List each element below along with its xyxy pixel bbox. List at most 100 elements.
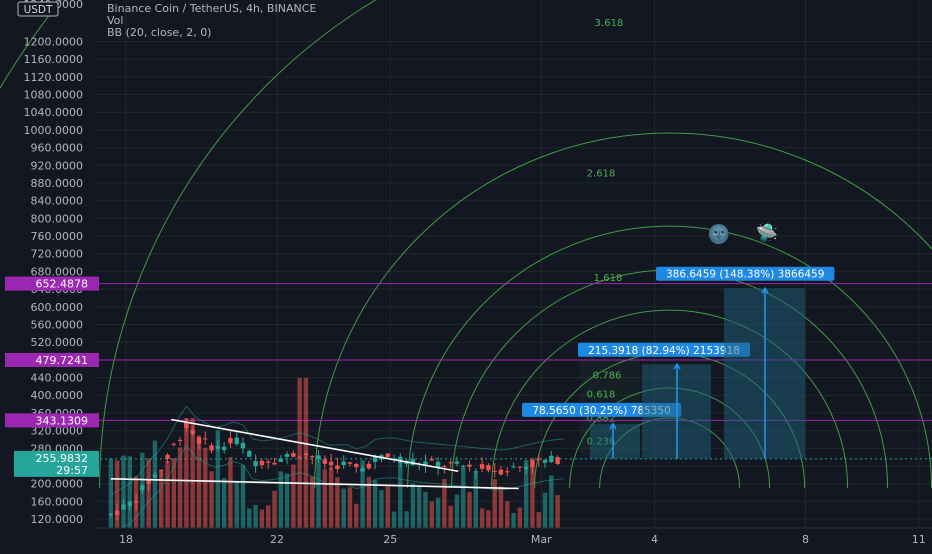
candle-body[interactable] (429, 459, 434, 461)
y-tick-label: 440.0000 (31, 372, 84, 385)
candle-body[interactable] (467, 464, 472, 467)
volume-bar (284, 473, 290, 528)
time-axis-panel[interactable] (95, 528, 932, 550)
volume-bar (303, 378, 309, 528)
bar-countdown: 29:57 (56, 464, 88, 477)
candle-body[interactable] (410, 459, 416, 466)
candle-body[interactable] (549, 455, 554, 463)
candle-body[interactable] (234, 437, 239, 445)
volume-bar (498, 486, 504, 528)
candle-body[interactable] (278, 458, 283, 463)
candle-body[interactable] (240, 442, 246, 449)
candle-body[interactable] (177, 439, 183, 441)
x-tick-label: 22 (270, 533, 284, 546)
candle-body[interactable] (448, 462, 453, 464)
x-tick-label: 8 (802, 533, 809, 546)
candle-body[interactable] (272, 462, 277, 465)
currency-badge[interactable] (17, 1, 59, 17)
candle-body[interactable] (322, 459, 328, 464)
fib-level-label: 0.786 (593, 370, 622, 381)
candle-body[interactable] (461, 465, 466, 467)
level-price-value: 343.1309 (36, 414, 89, 427)
candle-body[interactable] (536, 458, 541, 460)
candle-body[interactable] (492, 470, 497, 472)
candle-body[interactable] (247, 450, 252, 457)
volume-indicator-label[interactable]: Vol (107, 14, 124, 27)
candle-body[interactable] (209, 445, 214, 451)
current-price-value: 255.9832 (36, 452, 89, 465)
volume-bar (429, 501, 434, 528)
candle-body[interactable] (505, 471, 510, 473)
volume-bar (221, 478, 227, 528)
y-tick-label: 840.0000 (31, 195, 84, 208)
candle-body[interactable] (555, 457, 560, 464)
candle-body[interactable] (221, 446, 227, 451)
candle-body[interactable] (372, 456, 378, 462)
volume-bar (240, 465, 246, 528)
level-price-tag[interactable] (5, 413, 99, 428)
volume-bar (517, 507, 523, 528)
y-tick-label: 1200.0000 (24, 35, 84, 48)
candle-body[interactable] (203, 438, 208, 440)
candle-body[interactable] (511, 466, 516, 468)
volume-bar (347, 487, 353, 528)
level-price-tag[interactable] (5, 352, 99, 367)
volume-bar (454, 494, 460, 528)
candle-body[interactable] (316, 455, 321, 460)
volume-bar (479, 508, 485, 528)
candle-body[interactable] (385, 453, 390, 457)
volume-bar (265, 505, 271, 528)
y-tick-label: 800.0000 (31, 212, 84, 225)
fib-speed-arcs[interactable] (0, 0, 932, 489)
volume-bar (228, 457, 233, 528)
candle-body[interactable] (442, 466, 447, 468)
candle-body[interactable] (335, 465, 340, 469)
candle-body[interactable] (259, 460, 265, 466)
volume-bar (114, 460, 120, 528)
volume-bar (152, 440, 158, 528)
measure-box[interactable] (590, 423, 640, 459)
candle-body[interactable] (341, 461, 346, 465)
candle-body[interactable] (171, 443, 177, 445)
candle-body[interactable] (479, 464, 485, 469)
trendline-upper[interactable] (171, 418, 459, 473)
candle-body[interactable] (435, 461, 441, 468)
candle-body[interactable] (253, 461, 258, 467)
candle-body[interactable] (354, 463, 359, 468)
candle-body[interactable] (486, 465, 491, 471)
candle-body[interactable] (265, 461, 271, 463)
symbol-title[interactable]: Binance Coin / TetherUS, 4h, BINANCE (107, 2, 317, 15)
volume-bar (297, 378, 302, 528)
volume-bar (316, 459, 321, 528)
fib-level-label: 2.618 (587, 168, 616, 179)
y-tick-label: 560.0000 (31, 318, 84, 331)
volume-bar (234, 481, 239, 528)
trendline-lower[interactable] (110, 477, 519, 490)
x-tick-label: 25 (383, 533, 397, 546)
volume-bar (379, 490, 384, 528)
candle-body[interactable] (284, 454, 290, 457)
measure-label: 386.6459 (148.38%) 3866459 (666, 269, 824, 281)
candle-body[interactable] (517, 466, 523, 468)
candle-body[interactable] (291, 453, 296, 457)
candle-body[interactable] (328, 461, 334, 466)
level-price-tag[interactable] (5, 276, 99, 291)
ufo-emoji-icon[interactable]: 🛸 (756, 222, 778, 244)
candle-body[interactable] (310, 456, 315, 458)
moon-emoji-icon[interactable]: 🌚 (708, 223, 730, 245)
candle-body[interactable] (454, 461, 460, 464)
candle-body[interactable] (423, 461, 428, 466)
candle-body[interactable] (228, 438, 233, 444)
candle-body[interactable] (542, 459, 548, 463)
volume-bar (335, 477, 340, 528)
y-tick-label: 1160.0000 (24, 53, 84, 66)
bollinger-indicator-label[interactable]: BB (20, close, 2, 0) (107, 26, 212, 39)
candle-body[interactable] (498, 469, 504, 475)
candle-body[interactable] (165, 454, 170, 459)
candle-body[interactable] (366, 463, 372, 469)
volume-bar (467, 491, 472, 528)
current-price-tag[interactable] (14, 450, 99, 477)
candle-body[interactable] (347, 462, 353, 464)
